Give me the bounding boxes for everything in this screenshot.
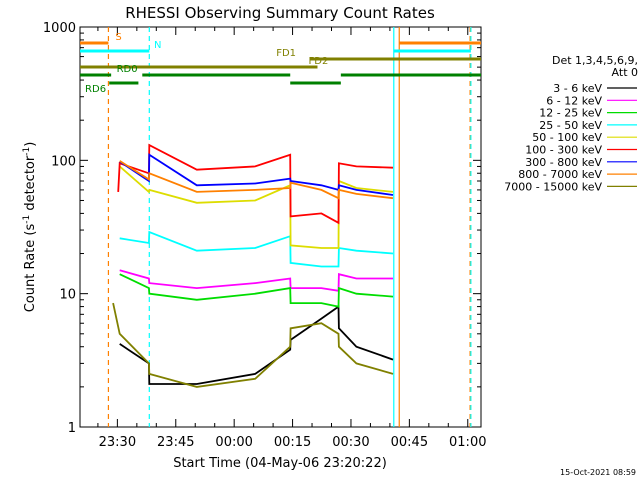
y-tick-label: 1 (68, 421, 76, 436)
y-tick-label: 100 (51, 154, 76, 169)
legend-label: 12 - 25 keV (539, 107, 602, 120)
y-axis-label: Count Rate (s-1 detector-1) (22, 142, 38, 313)
series-line-6-12-kev (119, 269, 393, 292)
series-line-800-7000-kev (119, 160, 394, 200)
x-tick-label: 00:00 (215, 435, 252, 450)
legend-label: 50 - 100 keV (532, 131, 602, 144)
x-axis-label: Start Time (04-May-06 23:20:22) (173, 456, 387, 471)
series-line-7000-15000-kev (112, 302, 394, 388)
legend-label: 300 - 800 keV (525, 156, 602, 169)
series-line-12-25-kev (119, 273, 394, 308)
legend-label: 7000 - 15000 keV (504, 180, 602, 193)
legend-label: 100 - 300 keV (525, 144, 602, 157)
flag-label: RD6 (85, 84, 106, 95)
plot-area: 1 10 100 1000 23:30 23:45 00:00 00:15 00:30 00:45… (43, 21, 487, 450)
x-tick-label: 00:30 (332, 435, 369, 450)
flag-label: S (115, 32, 121, 43)
y-axis-label-main: Count Rate (s (23, 224, 38, 313)
x-tick-label: 00:45 (391, 435, 428, 450)
flag-label: FD2 (309, 56, 329, 67)
legend-label: 6 - 12 keV (546, 94, 602, 107)
x-tick-label: 23:45 (157, 435, 194, 450)
flag-label: N (154, 40, 161, 51)
x-tick-label: 00:15 (274, 435, 311, 450)
x-tick-label: 23:30 (99, 435, 136, 450)
legend-label: 3 - 6 keV (553, 82, 602, 95)
y-axis-label-end: ) (23, 142, 38, 147)
legend-header: Det 1,3,4,5,6,9, (552, 54, 638, 67)
timestamp: 15-Oct-2021 08:59 (560, 468, 636, 477)
flag-label: RD0 (117, 64, 138, 75)
plot-frame (79, 26, 482, 428)
y-axis-label-sup1: -1 (22, 215, 32, 224)
series-line-300-800-kev (119, 153, 394, 196)
y-axis-label-mid: detector (23, 155, 38, 215)
legend-label: 800 - 7000 keV (518, 168, 602, 181)
y-tick-label: 1000 (43, 21, 76, 36)
legend-header: Att 0 (612, 66, 638, 79)
legend-label: 25 - 50 keV (539, 119, 602, 132)
y-axis-label-sup2: -1 (22, 147, 32, 156)
chart-title: RHESSI Observing Summary Count Rates (125, 4, 435, 22)
y-tick-label: 10 (59, 288, 76, 303)
series-line-25-50-kev (119, 230, 394, 268)
x-tick-label: 01:00 (449, 435, 486, 450)
flag-label: FD1 (276, 48, 296, 59)
